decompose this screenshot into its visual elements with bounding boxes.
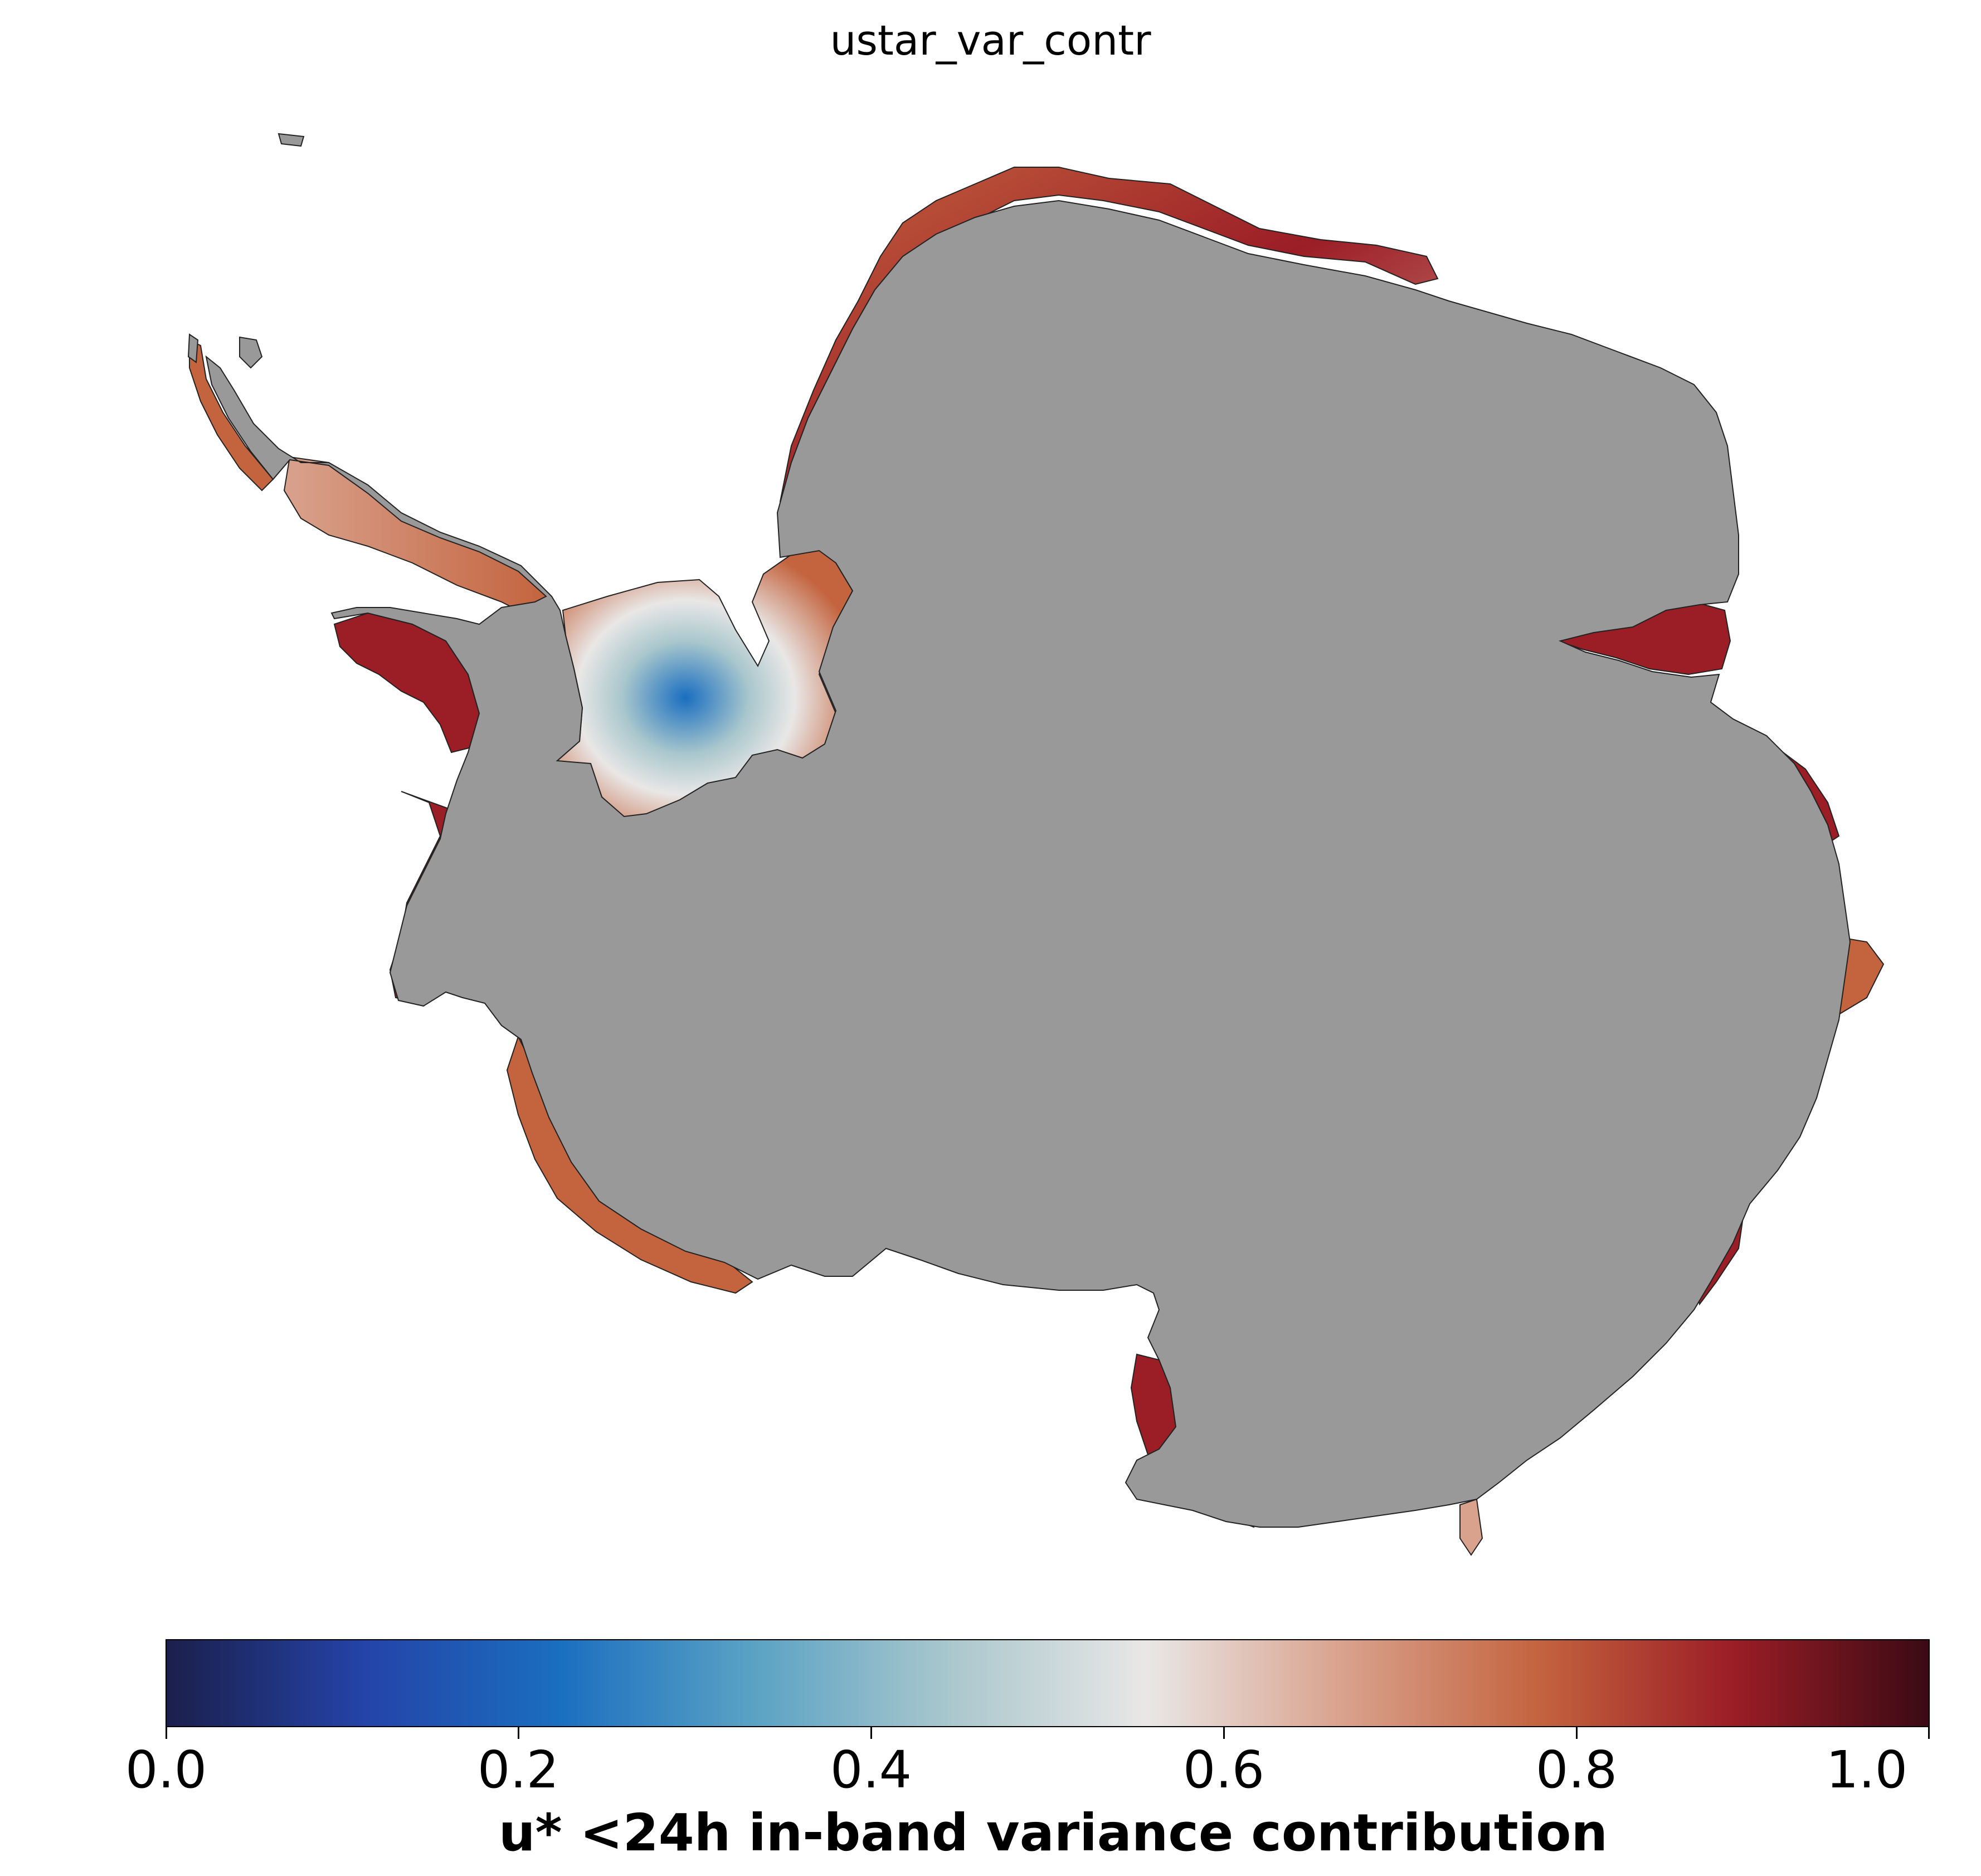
colorbar-tick-label: 0.0 bbox=[125, 1740, 207, 1800]
map-title: ustar_var_contr bbox=[830, 17, 1151, 65]
peninsula-islands bbox=[187, 133, 305, 369]
colorbar-tick bbox=[166, 1727, 167, 1739]
coastal-shelves-south-c bbox=[1459, 1498, 1483, 1556]
colorbar-tick bbox=[518, 1727, 519, 1739]
colorbar-tick-label: 0.4 bbox=[830, 1740, 912, 1800]
larsen-ice-shelf bbox=[283, 456, 547, 620]
island bbox=[187, 333, 199, 363]
colorbar-label: u* <24h in-band variance contribution bbox=[499, 1803, 1608, 1863]
colorbar-tick-label: 1.0 bbox=[1826, 1740, 1908, 1800]
colorbar-tick bbox=[1576, 1727, 1578, 1739]
colorbar-tick bbox=[1928, 1727, 1930, 1739]
grounded-ice bbox=[205, 200, 1851, 1528]
colorbar bbox=[166, 1639, 1930, 1727]
island bbox=[239, 336, 263, 369]
island bbox=[278, 133, 305, 147]
peninsula-tip-shelves bbox=[189, 339, 274, 492]
colorbar-gradient bbox=[166, 1639, 1930, 1727]
colorbar-tick bbox=[1223, 1727, 1225, 1739]
colorbar-tick-label: 0.6 bbox=[1182, 1740, 1265, 1800]
colorbar-tick-label: 0.8 bbox=[1535, 1740, 1618, 1800]
colorbar-tick-label: 0.2 bbox=[477, 1740, 559, 1800]
colorbar-tick bbox=[870, 1727, 872, 1739]
antarctica-map bbox=[187, 133, 1885, 1556]
